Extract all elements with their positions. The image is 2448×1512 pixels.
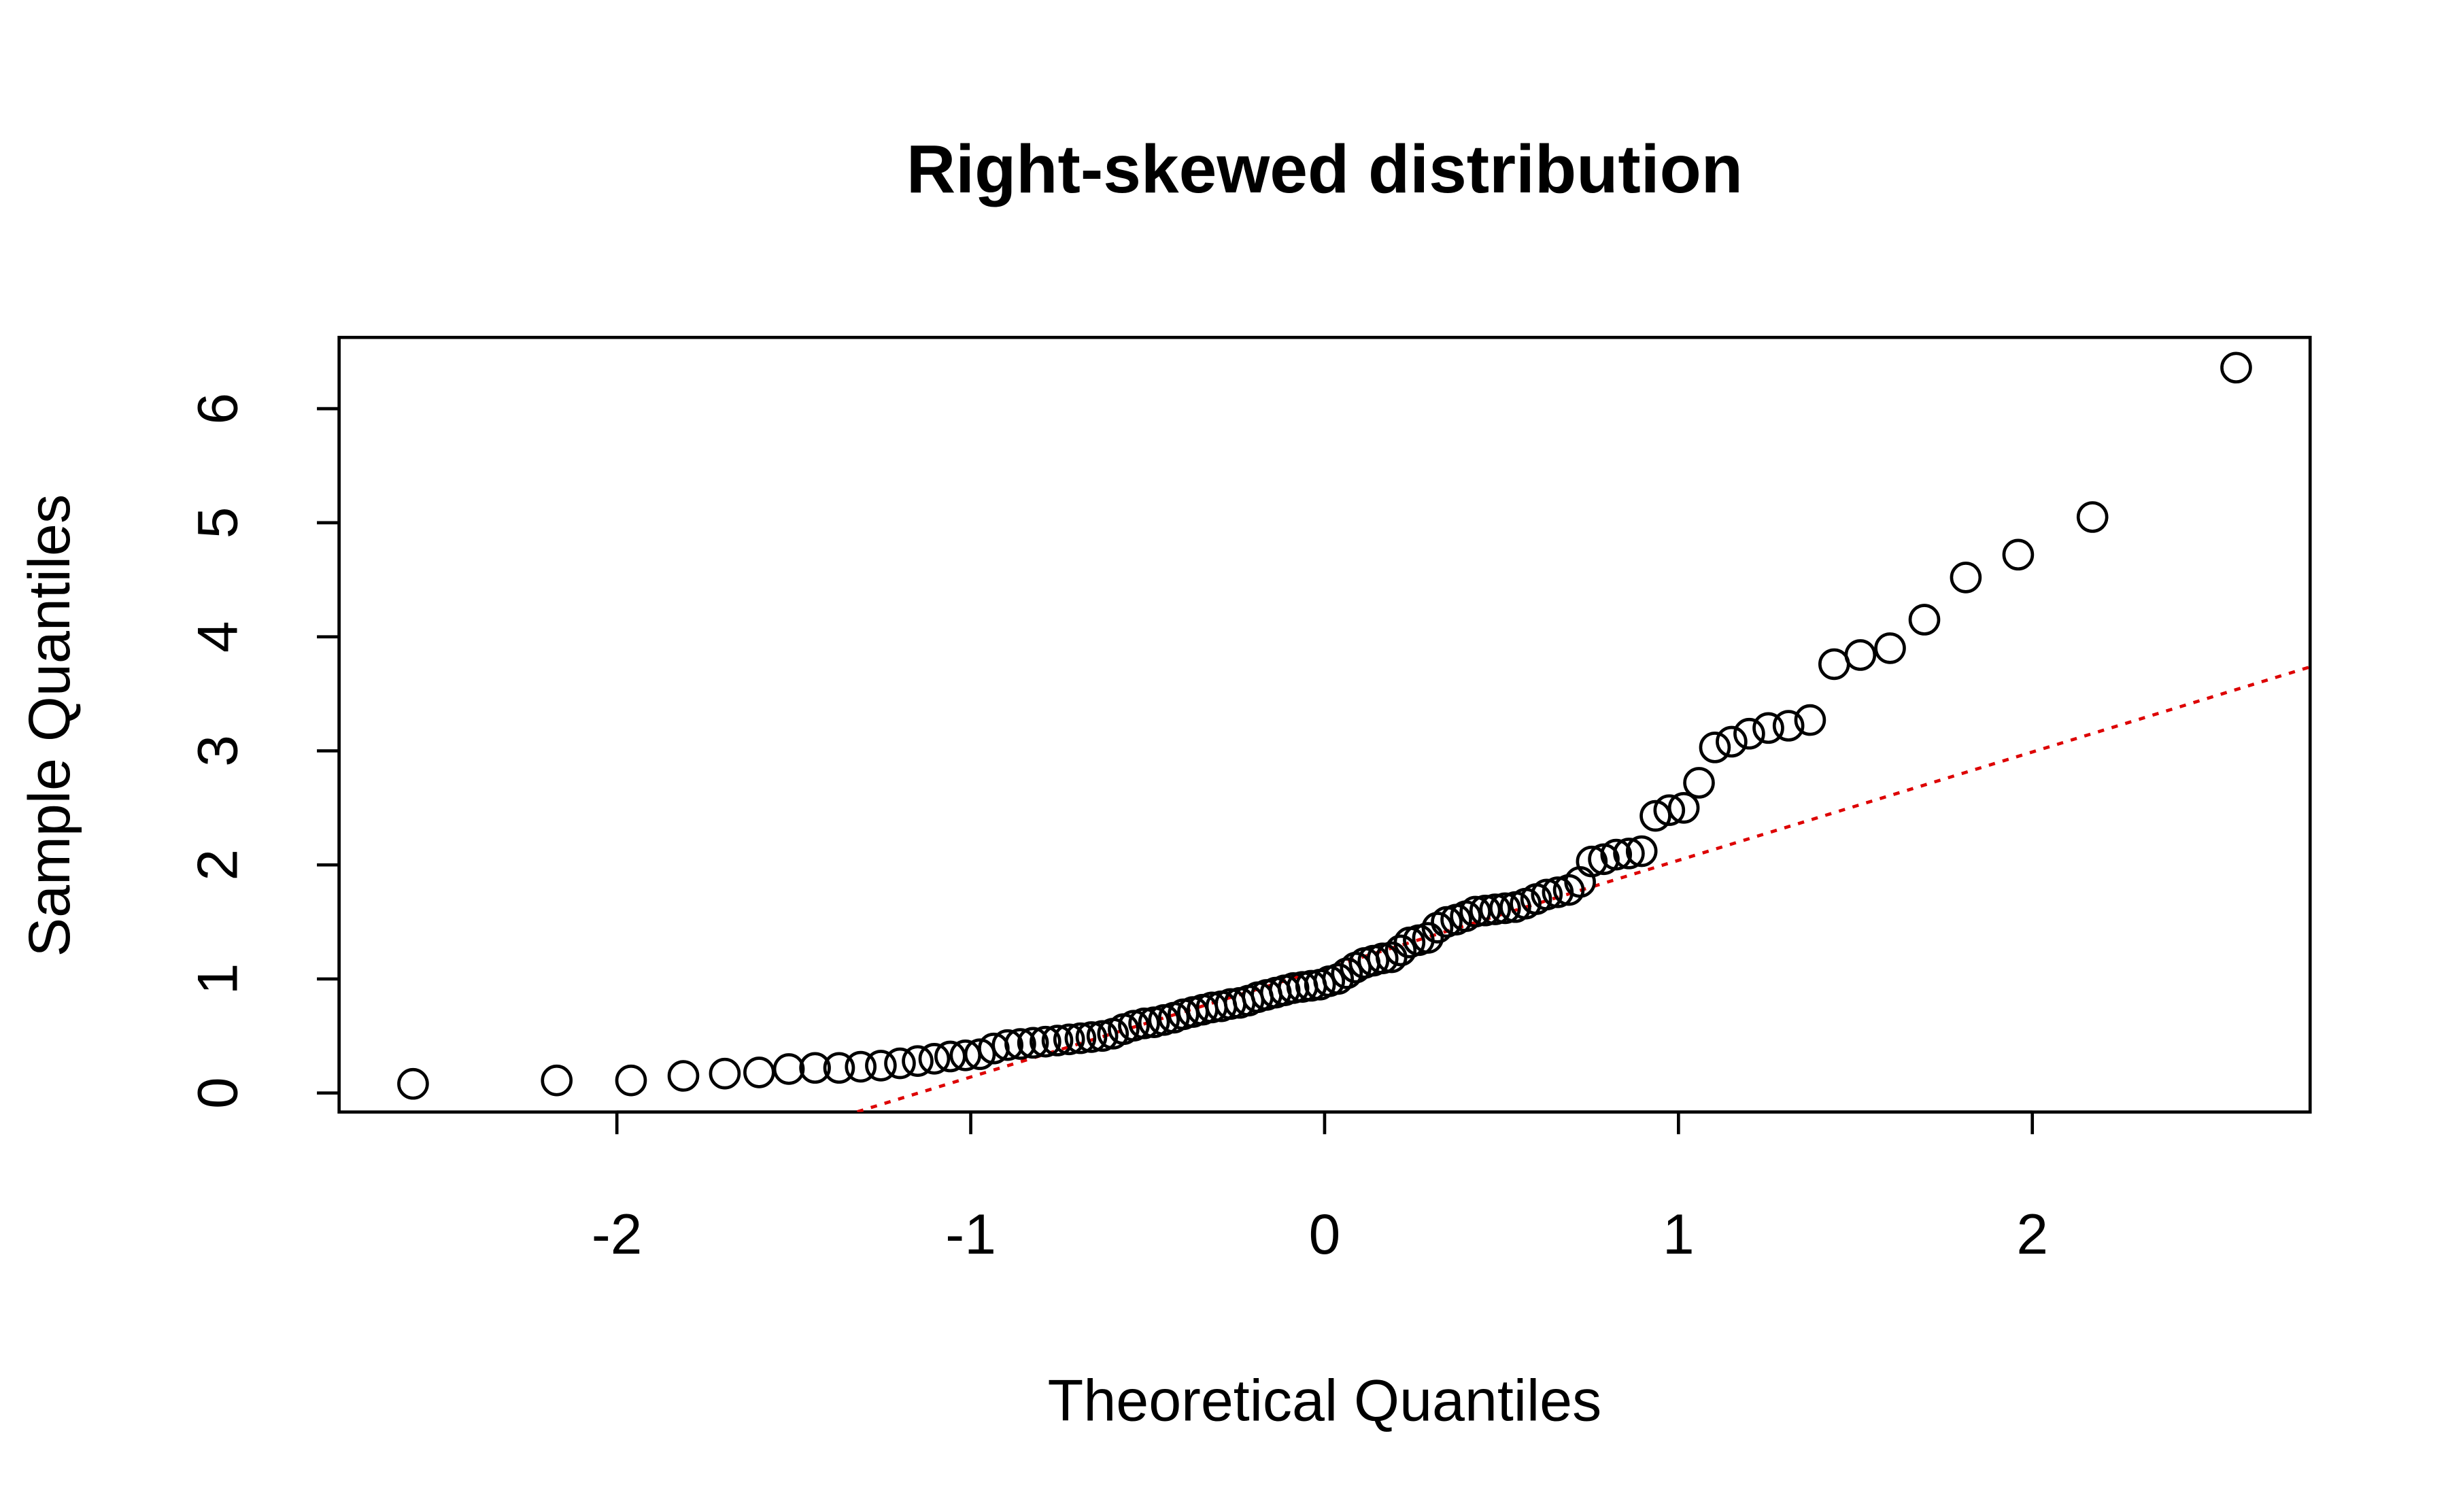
data-point: [1030, 1025, 1061, 1058]
data-point: [615, 1064, 647, 1097]
y-tick-label: 5: [185, 507, 249, 539]
data-point: [1531, 878, 1563, 911]
data-point: [1683, 767, 1715, 799]
data-point: [991, 1029, 1023, 1061]
data-point: [1772, 710, 1805, 742]
data-point: [1844, 639, 1877, 671]
y-tick-label: 1: [185, 963, 249, 995]
data-point: [1794, 704, 1826, 736]
data-point: [1699, 732, 1731, 763]
data-point: [1004, 1028, 1036, 1060]
data-point: [541, 1064, 573, 1097]
data-point: [1421, 912, 1454, 944]
data-point: [1639, 800, 1671, 832]
data-point: [845, 1050, 877, 1083]
data-point: [1053, 1023, 1085, 1056]
data-point: [1017, 1027, 1049, 1059]
data-point: [1653, 794, 1686, 826]
data-point: [865, 1050, 897, 1082]
data-point: [1625, 835, 1658, 867]
data-point: [1086, 1020, 1119, 1052]
data-point: [709, 1057, 741, 1090]
x-tick-label: 2: [2016, 1202, 2048, 1266]
chart-title: Right-skewed distribution: [906, 131, 1743, 207]
data-point: [2220, 351, 2252, 384]
data-point: [1613, 838, 1645, 870]
data-point: [1733, 717, 1765, 750]
x-tick-label: -2: [592, 1202, 643, 1266]
plot-layer: -2 -1 0 1 2 0 1 2 3 4 5 6: [185, 351, 2311, 1266]
data-point: [1469, 894, 1501, 927]
data-point: [1874, 632, 1906, 664]
data-point: [1716, 725, 1748, 758]
y-tick-label: 2: [185, 849, 249, 881]
y-tick-label: 3: [185, 735, 249, 767]
y-tick-label: 0: [185, 1077, 249, 1109]
x-tick-label: 1: [1663, 1202, 1695, 1266]
y-axis-label: Sample Quantiles: [17, 494, 82, 957]
data-point: [964, 1038, 996, 1070]
data-point: [772, 1053, 805, 1085]
data-point: [1322, 963, 1355, 995]
x-tick-label: -1: [945, 1202, 996, 1266]
data-point: [1128, 1008, 1160, 1040]
data-point: [918, 1043, 951, 1075]
data-point: [1752, 712, 1784, 744]
data-point: [1479, 893, 1512, 925]
data-point: [799, 1052, 831, 1084]
data-point: [1331, 957, 1363, 989]
data-point: [1600, 838, 1633, 871]
x-tick-label: 0: [1309, 1202, 1341, 1266]
data-point: [1667, 791, 1700, 824]
data-point: [667, 1060, 700, 1092]
data-point: [2002, 538, 2035, 571]
y-tick-label: 4: [185, 621, 249, 653]
data-point: [884, 1047, 916, 1080]
data-point: [1064, 1022, 1097, 1054]
data-point: [1075, 1021, 1108, 1053]
data-point: [1908, 604, 1941, 636]
data-point: [1950, 562, 1982, 594]
data-point: [1576, 845, 1608, 878]
data-point: [902, 1045, 934, 1077]
data-point: [1412, 922, 1444, 954]
data-point: [2076, 501, 2109, 533]
data-point: [823, 1052, 855, 1084]
data-point: [1489, 892, 1521, 925]
data-point: [397, 1067, 429, 1100]
x-axis-label: Theoretical Quantiles: [1048, 1368, 1602, 1433]
y-tick-label: 6: [185, 393, 249, 425]
data-point: [1041, 1025, 1074, 1056]
data-point: [1384, 934, 1417, 967]
